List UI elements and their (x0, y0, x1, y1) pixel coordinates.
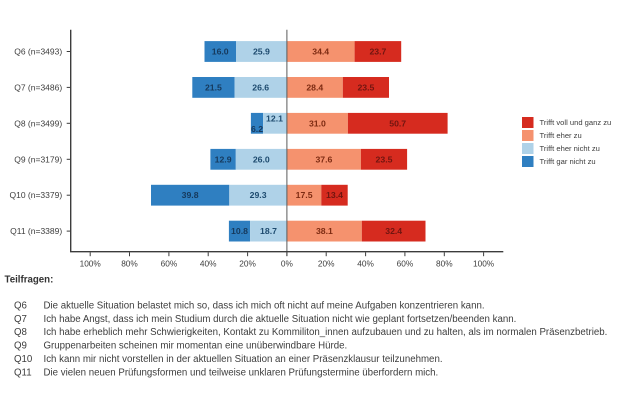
svg-text:100%: 100% (80, 259, 102, 269)
svg-text:23.5: 23.5 (376, 154, 393, 164)
svg-text:Q9: Q9 (14, 341, 27, 352)
svg-text:37.6: 37.6 (315, 154, 332, 164)
svg-text:38.1: 38.1 (316, 226, 333, 236)
svg-text:26.0: 26.0 (253, 154, 270, 164)
svg-text:Ich habe Angst, dass ich mein: Ich habe Angst, dass ich mein Studium du… (44, 314, 517, 325)
svg-text:10.8: 10.8 (231, 226, 248, 236)
svg-text:Q7: Q7 (14, 314, 27, 325)
svg-text:31.0: 31.0 (309, 118, 326, 128)
svg-text:Q6 (n=3493): Q6 (n=3493) (14, 47, 62, 57)
svg-text:32.4: 32.4 (385, 226, 402, 236)
svg-text:13.4: 13.4 (326, 190, 343, 200)
svg-text:17.5: 17.5 (296, 190, 313, 200)
svg-text:12.9: 12.9 (215, 154, 232, 164)
svg-text:25.9: 25.9 (253, 47, 270, 57)
svg-text:Trifft voll und ganz zu: Trifft voll und ganz zu (540, 118, 612, 127)
svg-text:26.6: 26.6 (252, 82, 269, 92)
svg-text:16.0: 16.0 (212, 47, 229, 57)
svg-text:Trifft eher zu: Trifft eher zu (540, 131, 582, 140)
svg-text:12.1: 12.1 (266, 114, 283, 124)
svg-text:40%: 40% (357, 259, 374, 269)
svg-text:23.5: 23.5 (357, 82, 374, 92)
svg-text:29.3: 29.3 (250, 190, 267, 200)
svg-text:Teilfragen:: Teilfragen: (5, 275, 54, 286)
svg-text:39.8: 39.8 (182, 190, 199, 200)
svg-text:0%: 0% (281, 259, 294, 269)
svg-text:Q10 (n=3379): Q10 (n=3379) (9, 190, 62, 200)
svg-text:Q8 (n=3499): Q8 (n=3499) (14, 118, 62, 128)
svg-text:Ich habe erheblich mehr Schwie: Ich habe erheblich mehr Schwierigkeiten,… (44, 327, 608, 338)
svg-text:80%: 80% (436, 259, 453, 269)
svg-text:Die aktuelle Situation belaste: Die aktuelle Situation belastet mich so,… (44, 300, 485, 311)
svg-text:100%: 100% (473, 259, 495, 269)
svg-text:34.4: 34.4 (312, 47, 329, 57)
svg-text:28.4: 28.4 (306, 82, 323, 92)
svg-text:20%: 20% (239, 259, 256, 269)
svg-text:Trifft eher nicht zu: Trifft eher nicht zu (540, 144, 600, 153)
svg-text:Q8: Q8 (14, 327, 27, 338)
svg-text:Q11 (n=3389): Q11 (n=3389) (10, 226, 62, 236)
svg-text:Q6: Q6 (14, 300, 27, 311)
svg-text:50.7: 50.7 (389, 118, 406, 128)
svg-text:21.5: 21.5 (205, 82, 222, 92)
svg-text:40%: 40% (200, 259, 217, 269)
svg-text:Trifft gar nicht zu: Trifft gar nicht zu (540, 157, 596, 166)
svg-text:Q7 (n=3486): Q7 (n=3486) (14, 82, 62, 92)
svg-text:Q10: Q10 (14, 354, 33, 365)
svg-text:18.7: 18.7 (260, 226, 277, 236)
svg-text:20%: 20% (318, 259, 335, 269)
svg-text:Q9 (n=3179): Q9 (n=3179) (14, 154, 62, 164)
svg-text:23.7: 23.7 (369, 47, 386, 57)
svg-text:Gruppenarbeiten scheinen mir m: Gruppenarbeiten scheinen mir momentan ei… (44, 341, 348, 352)
svg-text:6.2: 6.2 (251, 124, 263, 134)
svg-text:80%: 80% (121, 259, 138, 269)
svg-text:Ich kann mir nicht vorstellen: Ich kann mir nicht vorstellen in der akt… (44, 354, 443, 365)
svg-text:Die vielen neuen Prüfungsforme: Die vielen neuen Prüfungsformen und teil… (44, 367, 439, 378)
svg-text:Q11: Q11 (14, 367, 32, 378)
svg-text:60%: 60% (397, 259, 414, 269)
svg-text:60%: 60% (161, 259, 178, 269)
